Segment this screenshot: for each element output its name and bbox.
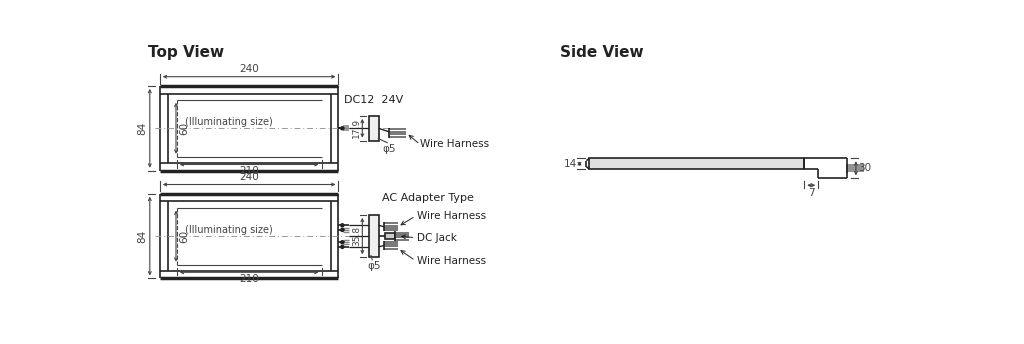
Text: 210: 210	[240, 274, 259, 284]
Text: 240: 240	[240, 64, 259, 74]
Circle shape	[341, 245, 344, 248]
Circle shape	[341, 241, 344, 244]
Text: 240: 240	[240, 172, 259, 182]
Text: 17.9: 17.9	[352, 118, 360, 138]
Text: Top View: Top View	[147, 45, 223, 60]
Bar	[385, 233, 395, 239]
Text: 210: 210	[240, 166, 259, 176]
Text: 14: 14	[564, 159, 578, 169]
Bar	[590, 158, 804, 169]
Text: φ5: φ5	[368, 261, 381, 271]
Text: Side View: Side View	[560, 45, 644, 60]
Circle shape	[341, 127, 344, 130]
Circle shape	[341, 228, 344, 232]
Text: (Illuminating size): (Illuminating size)	[185, 225, 273, 235]
Text: 35.8: 35.8	[352, 226, 360, 246]
Text: 84: 84	[137, 229, 147, 243]
Text: (Illuminating size): (Illuminating size)	[185, 117, 273, 127]
Text: Wire Harness: Wire Harness	[420, 139, 489, 149]
Text: 7: 7	[808, 189, 814, 198]
Text: AC Adapter Type: AC Adapter Type	[382, 193, 473, 203]
Bar	[370, 116, 379, 141]
Text: φ5: φ5	[383, 144, 396, 154]
Bar	[370, 215, 379, 257]
Text: 30: 30	[858, 163, 871, 173]
Text: DC Jack: DC Jack	[417, 233, 457, 243]
Circle shape	[341, 224, 344, 227]
Text: 60: 60	[179, 229, 189, 243]
Text: 84: 84	[137, 122, 147, 135]
Text: Wire Harness: Wire Harness	[417, 256, 486, 266]
Text: DC12  24V: DC12 24V	[344, 95, 403, 105]
Text: Wire Harness: Wire Harness	[417, 211, 486, 221]
Text: 60: 60	[179, 122, 189, 135]
